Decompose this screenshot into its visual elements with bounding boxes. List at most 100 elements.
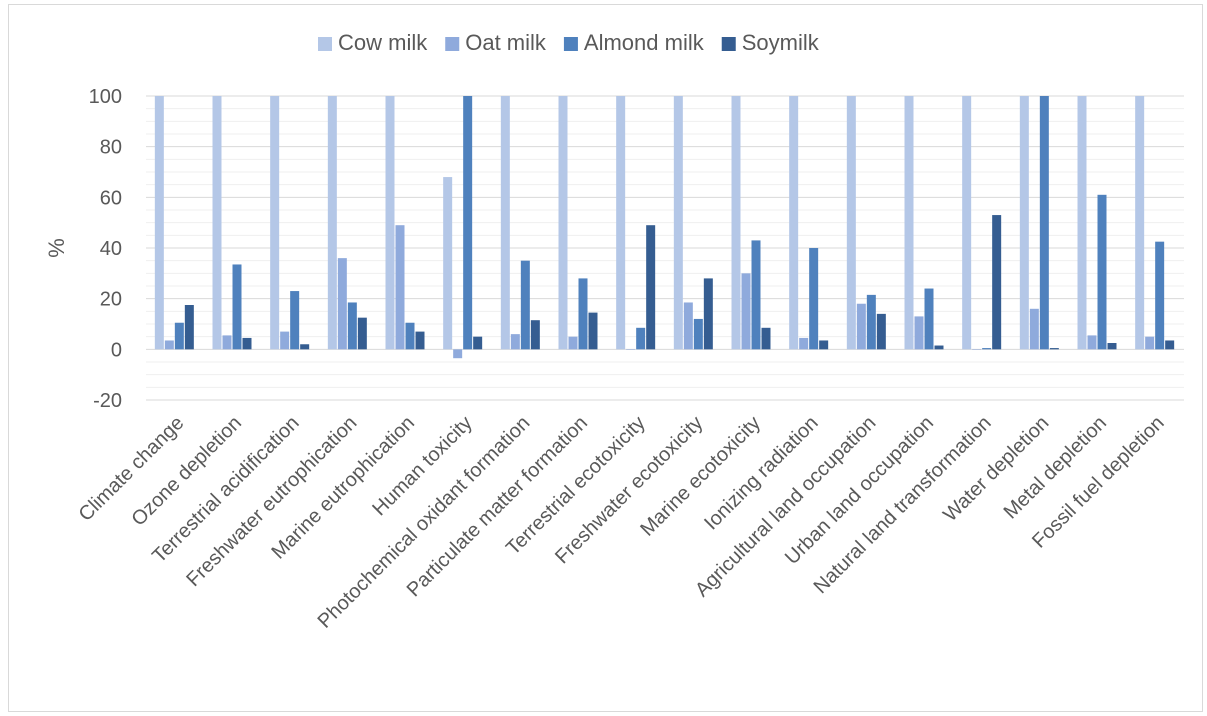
y-tick-label: 80 [100, 137, 122, 159]
bar [1135, 96, 1145, 350]
bar [761, 327, 771, 350]
bar [626, 349, 636, 350]
legend-label: Oat milk [465, 30, 547, 55]
legend: Cow milk Oat milk Almond milk Soymilk [318, 30, 820, 55]
bar [184, 305, 194, 350]
bar [846, 96, 856, 350]
bar [270, 96, 280, 350]
legend-label: Cow milk [338, 30, 428, 55]
legend-swatch [318, 37, 332, 51]
bar [357, 317, 367, 350]
bar [799, 337, 809, 350]
bar [673, 96, 683, 350]
bar [1049, 348, 1059, 350]
bar [242, 337, 252, 350]
y-tick-label: -20 [93, 390, 122, 412]
bar [463, 96, 473, 350]
bar [924, 288, 934, 350]
x-category-label: Water depletion [939, 412, 1053, 526]
bar [154, 96, 164, 350]
bar [856, 303, 866, 350]
bar [290, 291, 300, 350]
bar [520, 260, 530, 350]
bar [280, 331, 290, 350]
bar [347, 302, 357, 350]
bar [1145, 336, 1155, 350]
bar [1029, 308, 1039, 350]
bar [904, 96, 914, 350]
bar [385, 96, 395, 350]
bar [1087, 335, 1097, 350]
bar [327, 96, 337, 350]
bar [337, 258, 347, 350]
bar [164, 340, 174, 350]
bar [415, 331, 425, 350]
y-tick-label: 40 [100, 238, 122, 260]
bar [558, 96, 568, 350]
x-category-label: Climate change [75, 412, 189, 526]
bar [1165, 340, 1175, 350]
x-category-label: Human toxicity [368, 412, 476, 520]
bar [405, 322, 415, 350]
bar [1155, 241, 1165, 350]
bar [992, 215, 1002, 350]
bar [819, 340, 829, 350]
legend-swatch [445, 37, 460, 51]
bar [1107, 343, 1117, 350]
bar [300, 344, 310, 350]
bar [395, 225, 405, 350]
bar [443, 177, 453, 350]
bars [154, 96, 1175, 359]
bar [962, 96, 972, 350]
bar [866, 294, 876, 350]
y-axis-ticks: -20 0 20 40 60 80 100 [89, 86, 122, 412]
bar [530, 320, 540, 350]
bar [174, 322, 184, 350]
bar [453, 349, 463, 359]
bar [500, 96, 510, 350]
bar [751, 240, 761, 350]
legend-label: Soymilk [742, 30, 820, 55]
bar [934, 345, 944, 350]
bar [473, 336, 483, 350]
bar [972, 349, 982, 350]
gridlines [146, 95, 1184, 401]
bar [616, 96, 626, 350]
bar [222, 335, 232, 350]
bar [578, 278, 588, 350]
legend-swatch [721, 37, 736, 51]
bar [731, 96, 741, 350]
bar [741, 273, 751, 350]
bar [212, 96, 222, 350]
bar [789, 96, 799, 350]
y-tick-label: 0 [111, 339, 122, 361]
bar [809, 248, 819, 350]
bar [876, 313, 886, 350]
chart-frame [8, 4, 1203, 712]
x-category-label: Metal depletion [1000, 412, 1111, 523]
bar [914, 316, 924, 350]
bar [1019, 96, 1029, 350]
bar [636, 327, 646, 350]
y-tick-label: 100 [89, 86, 122, 108]
legend-swatch [563, 37, 578, 51]
bar [510, 334, 520, 350]
bar [646, 225, 656, 350]
bar [1039, 96, 1049, 350]
bar [1097, 194, 1107, 350]
legend-label: Almond milk [584, 30, 705, 55]
bar [693, 318, 703, 350]
bar [232, 264, 242, 350]
bar [1077, 96, 1087, 350]
y-tick-label: 60 [100, 187, 122, 209]
bar [588, 312, 598, 350]
bar [683, 302, 693, 350]
x-category-label: Photochemical oxidant formation [314, 412, 535, 633]
bar [982, 348, 992, 350]
y-axis-label: % [44, 238, 69, 258]
y-tick-label: 20 [100, 289, 122, 311]
bar [568, 336, 578, 350]
bar [703, 278, 713, 350]
